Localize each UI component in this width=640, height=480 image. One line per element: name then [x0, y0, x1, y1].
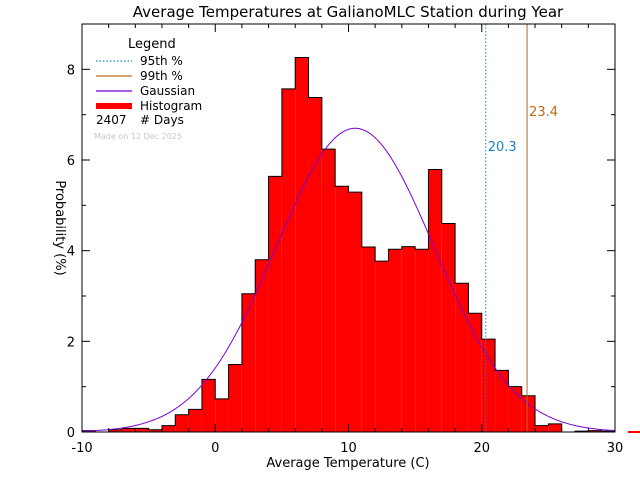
histogram-bar [108, 429, 122, 432]
y-tick-label: 6 [67, 154, 75, 169]
histogram-bar [255, 259, 269, 432]
y-tick-label: 2 [67, 335, 75, 350]
histogram-bar [535, 425, 549, 432]
x-tick-label: 20 [473, 441, 490, 456]
histogram-outline [81, 57, 616, 433]
histogram-bar [215, 398, 229, 432]
histogram-bar [481, 339, 496, 432]
histogram-bar [268, 176, 282, 432]
legend-days-label: # Days [140, 113, 184, 127]
x-axis-ticks: -10 0 10 20 30 [71, 24, 623, 456]
gaussian-curve-group [81, 127, 616, 432]
histogram-bar [428, 169, 442, 432]
y-axis-ticks: 0 2 4 6 8 [67, 63, 615, 441]
histogram-bar [175, 414, 189, 432]
histogram-bar [121, 428, 136, 432]
histogram-bar [508, 386, 522, 432]
histogram-bar [441, 223, 456, 432]
histogram-bar [201, 379, 216, 432]
legend-label-99th: 99th % [140, 69, 183, 83]
histogram-bar [161, 425, 176, 432]
histogram-bar [228, 364, 242, 432]
histogram-bar [455, 283, 469, 432]
histogram-bar [308, 97, 322, 432]
histogram-bar [361, 247, 376, 432]
legend: Legend 95th % 99th % Gaussian Histogram … [94, 37, 202, 141]
histogram-bar [401, 246, 416, 432]
y-tick-label: 8 [67, 63, 75, 78]
histogram-bar [321, 149, 336, 432]
histogram-bar [415, 249, 429, 432]
x-axis-label: Average Temperature (C) [266, 456, 429, 471]
x-tick-label: 0 [211, 441, 219, 456]
y-axis-label: Probability (%) [52, 180, 67, 275]
histogram-bar [521, 395, 536, 432]
legend-label-histogram: Histogram [140, 99, 202, 113]
legend-days-count: 2407 [96, 113, 127, 127]
histogram-bar [295, 57, 309, 433]
x-tick-label: 10 [340, 441, 357, 456]
percentile-lines: 20.3 23.4 [485, 24, 558, 432]
gaussian-curve [81, 127, 616, 432]
percentile-99-value-label: 23.4 [529, 105, 558, 120]
histogram-bar [548, 423, 562, 432]
histogram-bar [468, 313, 482, 432]
histogram-bar [135, 428, 149, 432]
histogram-bar [348, 192, 362, 432]
histogram-bar [241, 293, 256, 432]
histogram-bar [148, 429, 162, 432]
chart-title: Average Temperatures at GalianoMLC Stati… [133, 3, 564, 21]
y-tick-label: 0 [67, 426, 75, 441]
histogram-bar [335, 186, 349, 432]
x-tick-label: -10 [71, 441, 92, 456]
made-on-note: Made on 12 Dec 2025 [94, 132, 182, 141]
histogram-bar [495, 370, 509, 432]
histogram-bars [81, 57, 616, 433]
histogram-bar [588, 430, 602, 432]
histogram-bar [281, 88, 296, 433]
percentile-95-value-label: 20.3 [488, 140, 517, 155]
y-tick-label: 4 [67, 245, 75, 260]
histogram-bar [375, 261, 389, 432]
x-tick-label: 30 [607, 441, 624, 456]
histogram-bar [188, 409, 202, 432]
legend-title: Legend [128, 37, 176, 52]
legend-label-95th: 95th % [140, 54, 183, 68]
legend-label-gaussian: Gaussian [140, 84, 195, 98]
histogram-bar [388, 249, 402, 432]
